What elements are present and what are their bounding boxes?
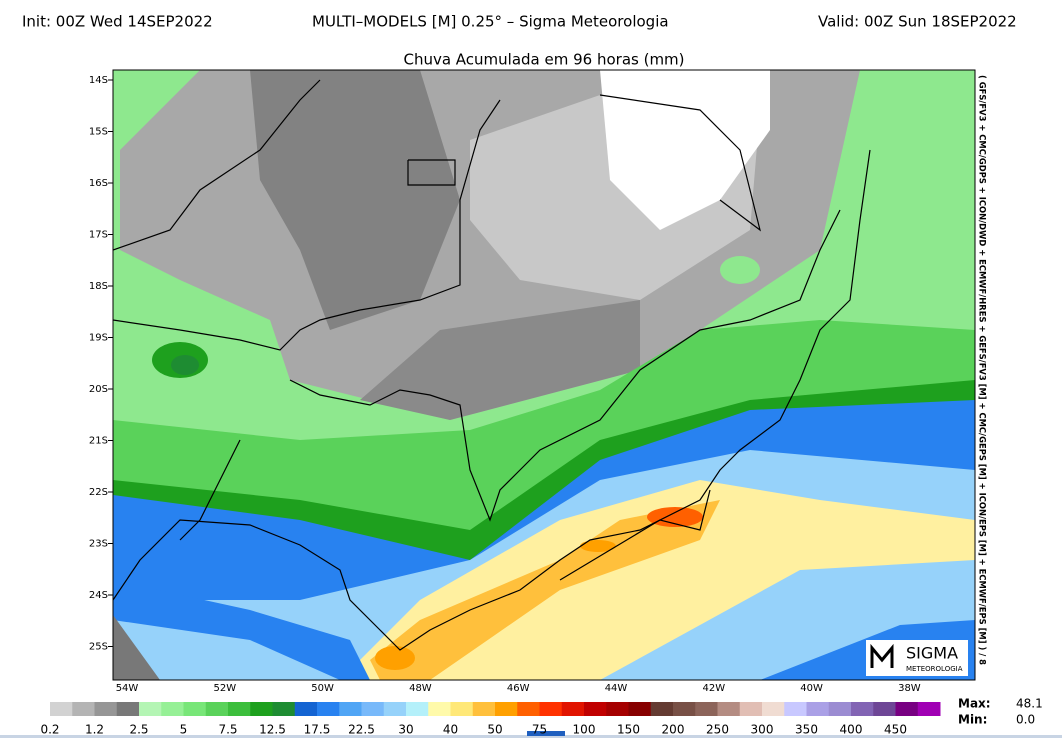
colorbar-swatch: [116, 702, 140, 716]
colorbar-label: 350: [795, 723, 818, 737]
colorbar-swatch: [339, 702, 362, 716]
colorbar-swatch: [317, 702, 340, 716]
colorbar-swatch: [495, 702, 518, 716]
rain-map: [113, 70, 975, 680]
lat-label: 14S: [89, 75, 108, 86]
lon-label: 50W: [311, 683, 334, 694]
min-label: Min:: [958, 713, 987, 727]
colorbar-label: 40: [443, 723, 458, 737]
colorbar-swatch: [784, 702, 807, 716]
lat-label: 15S: [89, 127, 108, 138]
colorbar-swatch: [272, 702, 296, 716]
colorbar-label: 0.2: [40, 723, 59, 737]
colorbar-swatch: [406, 702, 429, 716]
colorbar-swatch: [228, 702, 251, 716]
colorbar-label: 250: [706, 723, 729, 737]
lat-label: 24S: [89, 590, 108, 601]
colorbar-swatch: [161, 702, 184, 716]
colorbar-swatch: [695, 702, 718, 716]
logo-name: SIGMA: [906, 644, 958, 663]
colorbar-swatch: [517, 702, 540, 716]
logo: SIGMA METEOROLOGIA: [866, 640, 968, 676]
colorbar-swatch: [739, 702, 763, 716]
colorbar-swatch: [873, 702, 896, 716]
lat-label: 22S: [89, 487, 108, 498]
logo-icon: [870, 643, 894, 668]
lat-label: 19S: [89, 333, 108, 344]
colorbar-swatch: [650, 702, 674, 716]
scroll-indicator: [527, 731, 565, 736]
colorbar-label: 75: [532, 723, 547, 737]
lon-label: 42W: [702, 683, 725, 694]
lat-label: 18S: [89, 281, 108, 292]
colorbar-swatch: [183, 702, 207, 716]
colorbar-swatch: [673, 702, 696, 716]
subtitle: Chuva Acumulada em 96 horas (mm): [403, 51, 684, 69]
colorbar-swatch: [628, 702, 652, 716]
map-frame: [112, 69, 976, 681]
lon-label: 48W: [409, 683, 432, 694]
colorbar-swatch: [851, 702, 874, 716]
colorbar-label: 2.5: [129, 723, 148, 737]
lat-label: 23S: [89, 539, 108, 550]
colorbar-label: 22.5: [348, 723, 375, 737]
colorbar-swatch: [561, 702, 585, 716]
colorbar-swatch: [139, 702, 162, 716]
colorbar-label: 50: [487, 723, 502, 737]
init-time: Init: 00Z Wed 14SEP2022: [22, 13, 213, 31]
colorbar-label: 1.2: [85, 723, 104, 737]
title: MULTI–MODELS [M] 0.25° – Sigma Meteorolo…: [312, 13, 669, 31]
lon-label: 44W: [605, 683, 628, 694]
lon-label: 54W: [116, 683, 139, 694]
colorbar-swatch: [539, 702, 563, 716]
lat-label: 21S: [89, 436, 108, 447]
min-value: 0.0: [1016, 713, 1035, 727]
colorbar-swatch: [917, 702, 941, 716]
lon-label: 40W: [800, 683, 823, 694]
colorbar-swatch: [383, 702, 407, 716]
colorbar-swatch: [361, 702, 385, 716]
lon-label: 46W: [507, 683, 530, 694]
colorbar-label: 450: [884, 723, 907, 737]
colorbar-swatch: [94, 702, 118, 716]
colorbar-label: 5: [180, 723, 188, 737]
colorbar-swatch: [828, 702, 852, 716]
valid-time: Valid: 00Z Sun 18SEP2022: [818, 13, 1017, 31]
colorbar-swatch: [606, 702, 629, 716]
colorbar-label: 30: [398, 723, 413, 737]
lat-label: 25S: [89, 642, 108, 653]
colorbar-swatch: [762, 702, 785, 716]
colorbar-label: 300: [751, 723, 774, 737]
colorbar-label: 17.5: [304, 723, 331, 737]
max-value: 48.1: [1016, 697, 1043, 711]
lon-label: 52W: [213, 683, 236, 694]
lat-label: 16S: [89, 178, 108, 189]
colorbar-swatch: [895, 702, 919, 716]
colorbar-label: 150: [617, 723, 640, 737]
colorbar-swatch: [806, 702, 830, 716]
colorbar-swatch: [472, 702, 496, 716]
colorbar-swatch: [50, 702, 73, 716]
colorbar-swatch: [717, 702, 741, 716]
logo-sub: METEOROLOGIA: [906, 665, 963, 673]
colorbar-label: 7.5: [218, 723, 237, 737]
model-note: ( GFS/FV3 + CMC/GDPS + ICON/DWD + ECMWF/…: [977, 75, 987, 665]
lat-label: 17S: [89, 230, 108, 241]
lat-label: 20S: [89, 384, 108, 395]
max-label: Max:: [958, 697, 991, 711]
colorbar-swatch: [250, 702, 273, 716]
bottom-bar: [0, 735, 1062, 738]
colorbar-swatch: [450, 702, 474, 716]
colorbar-swatch: [428, 702, 451, 716]
colorbar-label: 100: [573, 723, 596, 737]
colorbar-label: 200: [662, 723, 685, 737]
colorbar-label: 400: [840, 723, 863, 737]
colorbar-label: 12.5: [259, 723, 286, 737]
colorbar-swatch: [205, 702, 229, 716]
lon-label: 38W: [898, 683, 921, 694]
colorbar-swatch: [294, 702, 318, 716]
colorbar-swatch: [584, 702, 607, 716]
colorbar-swatch: [72, 702, 95, 716]
